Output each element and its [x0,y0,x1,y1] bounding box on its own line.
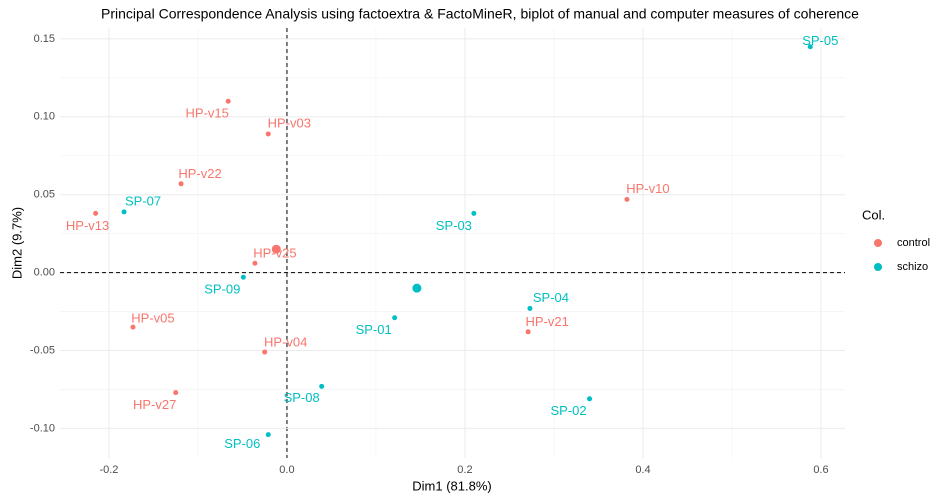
x-tick-label: 0.2 [457,464,472,476]
legend-key [874,263,882,271]
point [392,315,398,321]
point-label: HP-v05 [131,311,174,326]
centroid [412,283,422,293]
point-label: SP-08 [284,390,320,405]
y-tick-label: -0.05 [30,344,55,356]
point [807,44,813,50]
point [265,131,271,137]
point-label: HP-v27 [133,397,176,412]
legend-label: control [897,237,930,249]
point-label: SP-05 [802,33,838,48]
point [527,305,533,311]
point [225,98,231,104]
point [471,210,477,216]
point [121,209,127,215]
point [319,383,325,389]
point-label: SP-04 [533,290,569,305]
point [173,390,179,396]
point [587,396,593,402]
y-tick-label: -0.10 [30,422,55,434]
chart-title: Principal Correspondence Analysis using … [101,6,859,22]
point [178,181,184,187]
y-tick-label: 0.05 [34,189,55,201]
y-axis-label: Dim2 (9.7%) [9,207,24,279]
point [624,196,630,202]
point-label: SP-01 [356,322,392,337]
point-label: SP-06 [224,436,260,451]
legend-title: Col. [862,207,885,222]
point-label: HP-v21 [525,314,568,329]
point [93,210,99,216]
x-tick-label: 0.6 [813,464,828,476]
x-tick-label: 0.0 [279,464,294,476]
y-tick-label: 0.10 [34,111,55,123]
point [265,432,271,438]
x-tick-label: -0.2 [99,464,118,476]
point-label: HP-v22 [178,166,221,181]
x-tick-label: 0.4 [635,464,650,476]
y-tick-label: 0.15 [34,33,55,45]
point-label: HP-v10 [626,181,669,196]
point [130,324,136,330]
point [252,260,258,266]
y-tick-label: 0.00 [34,267,55,279]
point-label: HP-v15 [186,106,229,121]
point-label: SP-03 [436,218,472,233]
point-label: HP-v04 [264,334,307,349]
point-label: SP-07 [125,193,161,208]
point-label: HP-v13 [66,218,109,233]
x-axis-label: Dim1 (81.8%) [412,478,491,493]
point [240,274,246,280]
point-label: HP-v03 [268,115,311,130]
legend-key [874,239,882,247]
legend-label: schizo [897,261,928,273]
point-label: SP-09 [204,282,240,297]
point [525,329,531,335]
centroid [271,244,281,254]
point-label: SP-02 [550,403,586,418]
point [262,349,268,355]
